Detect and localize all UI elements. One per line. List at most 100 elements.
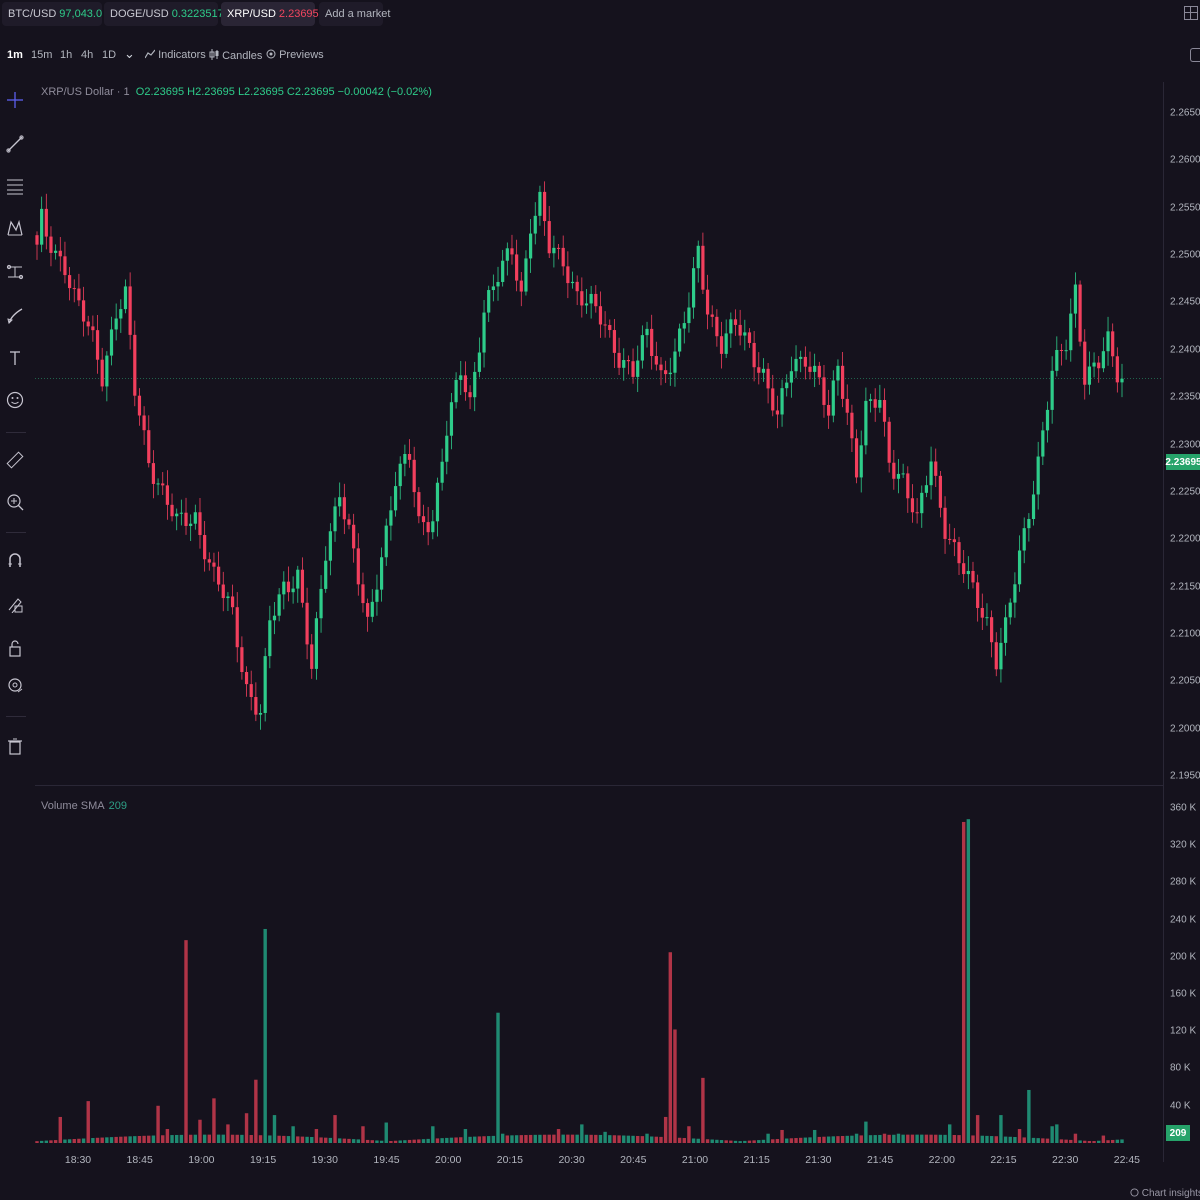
volume-bar: [798, 1137, 803, 1143]
candle-body: [743, 332, 747, 336]
tab-btc-usd[interactable]: BTC/USD 97,043.0 X: [2, 2, 114, 26]
fib-retracement-icon[interactable]: [5, 176, 25, 196]
volume-bar: [929, 1134, 933, 1143]
ruler-icon[interactable]: [5, 450, 25, 470]
volume-bar: [570, 1134, 575, 1143]
volume-bar: [868, 1135, 873, 1143]
candle-body: [86, 321, 90, 327]
crosshair-icon[interactable]: [5, 90, 25, 110]
volume-bar: [724, 1140, 728, 1143]
candle-body: [976, 582, 980, 608]
forecast-icon[interactable]: [5, 262, 25, 282]
candle-body: [1059, 349, 1064, 351]
volume-bar: [81, 1138, 86, 1143]
time-axis[interactable]: 18:30 18:45 19:00 19:15 19:30 19:45 20:00 20:15…: [35, 1143, 1163, 1200]
candle-body: [575, 281, 579, 292]
time-tick-label: 19:15: [249, 1154, 277, 1166]
lock-icon[interactable]: [5, 638, 25, 658]
volume-bar: [780, 1129, 784, 1143]
volume-bar: [752, 1140, 756, 1143]
price-tick-label: 2.23500: [1170, 391, 1200, 403]
volume-bar: [226, 1124, 230, 1143]
volume-bar: [202, 1134, 207, 1143]
trash-icon[interactable]: [5, 736, 25, 756]
pattern-icon[interactable]: [5, 218, 25, 238]
text-icon[interactable]: [5, 348, 25, 368]
interval-1m[interactable]: 1m: [7, 49, 23, 61]
interval-dropdown-icon[interactable]: ⌄: [124, 46, 135, 61]
candle-body: [1036, 456, 1040, 495]
candle-body: [757, 367, 761, 373]
volume-bar: [35, 1141, 39, 1143]
candle-body: [924, 485, 929, 493]
pane-divider[interactable]: [35, 785, 1163, 786]
candle-body: [105, 355, 109, 387]
candle-body: [1101, 351, 1105, 369]
volume-bar: [771, 1139, 775, 1143]
interval-1d[interactable]: 1D: [102, 49, 117, 61]
volume-bar: [95, 1137, 100, 1143]
interval-4h[interactable]: 4h: [81, 49, 94, 61]
layout-grid-icon[interactable]: [1184, 6, 1198, 20]
chart-insights-button[interactable]: Chart insights: [1130, 1188, 1200, 1199]
magnet-icon[interactable]: [5, 550, 25, 570]
candle-body: [831, 380, 835, 416]
candle-body: [505, 248, 509, 261]
indicators-button[interactable]: Indicators: [144, 49, 206, 61]
candle-body: [654, 356, 658, 365]
candle-body: [370, 601, 374, 617]
price-tick-label: 2.24500: [1170, 296, 1200, 308]
candle-body: [887, 421, 891, 463]
lock-drawing-icon[interactable]: [5, 594, 25, 614]
candle-body: [58, 250, 62, 257]
candle-body: [785, 382, 789, 389]
candle-body: [459, 375, 463, 380]
volume-bar: [966, 819, 971, 1143]
candle-body: [170, 504, 174, 517]
candle-body: [272, 615, 277, 621]
volume-bar: [454, 1137, 458, 1143]
candles-button[interactable]: Candles: [209, 49, 262, 62]
candle-body: [1041, 430, 1045, 457]
volume-bar: [170, 1135, 174, 1143]
candle-body: [650, 328, 654, 357]
price-tick-label: 2.20500: [1170, 675, 1200, 687]
candle-body: [212, 562, 216, 567]
time-tick-label: 21:00: [681, 1154, 709, 1166]
brush-icon[interactable]: [5, 306, 25, 326]
candle-body: [282, 581, 286, 595]
add-market-button[interactable]: Add a market: [319, 2, 390, 26]
volume-bar: [230, 1134, 235, 1143]
volume-bar: [142, 1135, 146, 1143]
price-tick-label: 2.25500: [1170, 202, 1200, 214]
candle-body: [794, 358, 798, 372]
interval-1h[interactable]: 1h: [60, 49, 73, 61]
volume-bar: [524, 1135, 528, 1143]
zoom-in-icon[interactable]: [5, 492, 25, 512]
volume-bar: [268, 1135, 272, 1143]
candle-body: [454, 379, 458, 403]
volume-bar: [179, 1134, 184, 1143]
emoji-icon[interactable]: [5, 390, 25, 410]
volume-bar: [496, 1012, 500, 1143]
volume-bar: [743, 1140, 747, 1143]
screenshot-icon[interactable]: [1190, 48, 1200, 62]
interval-15m[interactable]: 15m: [31, 49, 53, 61]
candle-body: [203, 535, 207, 560]
volume-bar: [44, 1140, 49, 1143]
candle-body: [985, 617, 989, 619]
volume-bar: [719, 1140, 724, 1143]
trend-line-icon[interactable]: [5, 134, 25, 154]
candle-body: [286, 581, 291, 593]
volume-bar: [887, 1134, 891, 1143]
candle-body: [864, 400, 868, 446]
tab-doge-usd[interactable]: DOGE/USD 0.3223517 X: [104, 2, 236, 26]
candle-body: [594, 293, 598, 307]
volume-bar: [421, 1139, 426, 1143]
previews-button[interactable]: Previews: [266, 49, 324, 61]
volume-bar: [305, 1136, 309, 1143]
candle-body: [673, 351, 677, 373]
eye-icon[interactable]: [5, 676, 25, 696]
price-axis[interactable]: 2.23695 209 2.26500 2.26000 2.25500 2.25000…: [1163, 82, 1200, 1162]
